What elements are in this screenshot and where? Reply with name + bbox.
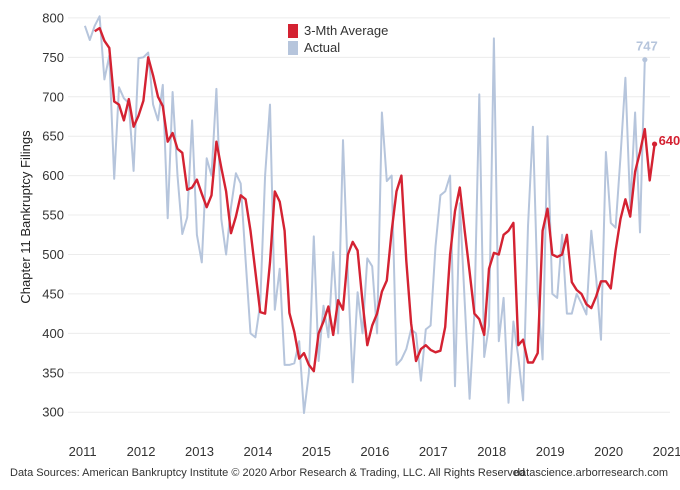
y-tick-label: 600 bbox=[42, 168, 64, 183]
legend-swatch-actual bbox=[288, 41, 298, 55]
legend-label-actual: Actual bbox=[304, 40, 340, 55]
x-tick-label: 2018 bbox=[477, 444, 506, 459]
legend-swatch-3mth-average bbox=[288, 24, 298, 38]
y-axis-label: Chapter 11 Bankruptcy Filings bbox=[18, 130, 33, 304]
series-line-3mth-average bbox=[94, 26, 656, 373]
x-tick-label: 2011 bbox=[69, 444, 97, 459]
y-tick-label: 500 bbox=[42, 247, 64, 262]
x-tick-label: 2013 bbox=[185, 444, 214, 459]
x-tick-label: 2012 bbox=[127, 444, 156, 459]
x-tick-label: 2017 bbox=[419, 444, 448, 459]
x-axis-ticks: 2011 2012 2013 2014 2015 2016 2017 2018 2019 2020… bbox=[69, 444, 680, 459]
end-label-3mth-average: 640 bbox=[659, 133, 680, 148]
x-tick-label: 2014 bbox=[243, 444, 272, 459]
y-tick-label: 450 bbox=[42, 286, 64, 301]
y-tick-label: 650 bbox=[42, 129, 64, 144]
series-line-actual bbox=[83, 15, 646, 414]
x-tick-label: 2016 bbox=[360, 444, 389, 459]
end-label-actual: 747 bbox=[636, 39, 658, 54]
y-tick-label: 350 bbox=[42, 365, 64, 380]
y-tick-label: 300 bbox=[42, 405, 64, 420]
x-tick-label: 2019 bbox=[536, 444, 565, 459]
y-tick-label: 400 bbox=[42, 326, 64, 341]
legend: 3-Mth Average Actual bbox=[288, 23, 388, 55]
legend-label-3mth-average: 3-Mth Average bbox=[304, 23, 388, 38]
footer-source: Data Sources: American Bankruptcy Instit… bbox=[10, 467, 525, 479]
y-tick-label: 750 bbox=[42, 50, 64, 65]
series-end-point bbox=[651, 141, 658, 147]
end-labels: 747 640 bbox=[636, 39, 680, 148]
footer-site: datascience.arborresearch.com bbox=[513, 467, 668, 479]
x-tick-label: 2020 bbox=[594, 444, 623, 459]
x-tick-label: 2015 bbox=[302, 444, 331, 459]
x-tick-label: 2021 bbox=[653, 444, 680, 459]
series-layer bbox=[83, 15, 658, 414]
y-tick-label: 800 bbox=[42, 10, 64, 25]
gridlines bbox=[68, 17, 670, 413]
y-tick-label: 550 bbox=[42, 208, 64, 223]
series-end-point bbox=[642, 57, 648, 63]
y-tick-label: 700 bbox=[42, 89, 64, 104]
y-axis-ticks: 300 350 400 450 500 550 600 650 700 750 800 bbox=[42, 10, 64, 419]
